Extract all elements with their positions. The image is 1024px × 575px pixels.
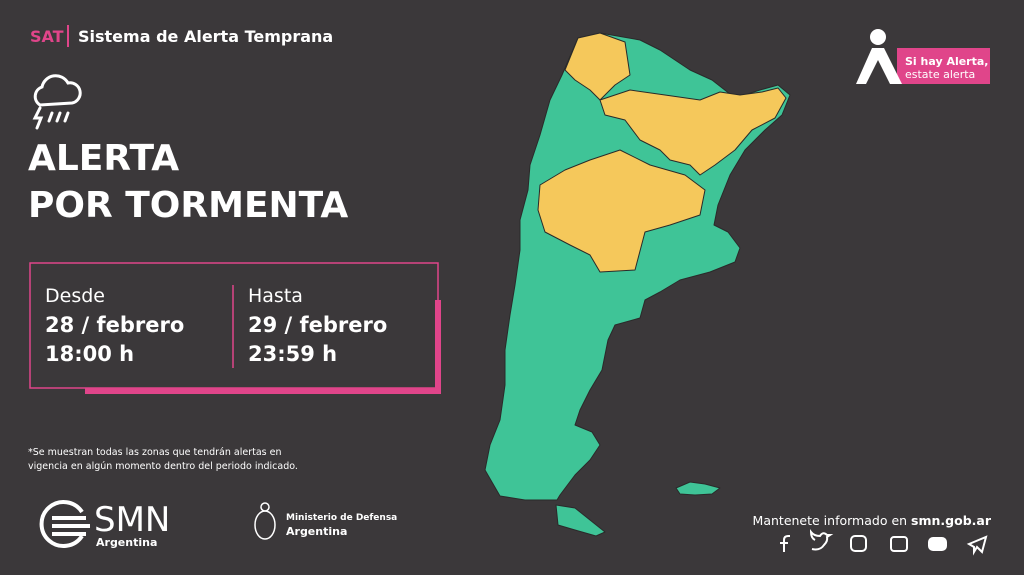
ministry-sub: Argentina xyxy=(286,525,348,538)
alert-badge xyxy=(856,29,990,84)
ministry-shield xyxy=(254,502,276,540)
storm-icon xyxy=(32,74,82,130)
telegram-icon[interactable] xyxy=(966,535,988,556)
map-tierra-del-fuego xyxy=(555,504,606,537)
youtube-icon[interactable] xyxy=(928,537,947,551)
footer-label: Mantenete informado en xyxy=(752,513,908,528)
header-tag: SAT xyxy=(30,27,64,46)
twitter-icon[interactable] xyxy=(809,529,834,551)
map-yellow-north xyxy=(564,32,631,101)
footer-text: Mantenete informado en smn.gob.ar xyxy=(753,513,991,528)
social-icons xyxy=(780,529,988,556)
ministry-name: Ministerio de Defensa xyxy=(286,513,398,523)
badge-line: estate alerta xyxy=(905,68,976,81)
facebook-icon[interactable] xyxy=(780,535,790,552)
badge-line: Si hay Alerta, xyxy=(905,55,989,68)
alert-title: POR TORMENTA xyxy=(28,185,349,226)
argentina-map xyxy=(484,32,791,537)
header-divider xyxy=(67,25,69,47)
tv-icon[interactable] xyxy=(890,536,908,552)
to-label: Hasta xyxy=(248,285,303,307)
map-malvinas xyxy=(675,481,721,496)
to-time: 23:59 h xyxy=(248,342,338,366)
alert-title: ALERTA xyxy=(28,138,180,179)
from-date: 28 / febrero xyxy=(45,313,185,337)
instagram-icon[interactable] xyxy=(850,535,867,552)
from-time: 18:00 h xyxy=(45,342,135,366)
map-yellow-ne xyxy=(599,87,787,176)
smn-sub: Argentina xyxy=(96,536,158,549)
to-date: 29 / febrero xyxy=(248,313,388,337)
footer-site[interactable]: smn.gob.ar xyxy=(911,513,991,528)
period-box xyxy=(29,262,441,394)
from-label: Desde xyxy=(45,285,105,307)
map-yellow-center xyxy=(537,149,706,273)
footnote: *Se muestran todas las zonas que tendrán… xyxy=(28,447,298,472)
smn-logo xyxy=(39,500,90,548)
header-title: Sistema de Alerta Temprana xyxy=(78,27,334,46)
smn-name: SMN xyxy=(94,500,171,540)
